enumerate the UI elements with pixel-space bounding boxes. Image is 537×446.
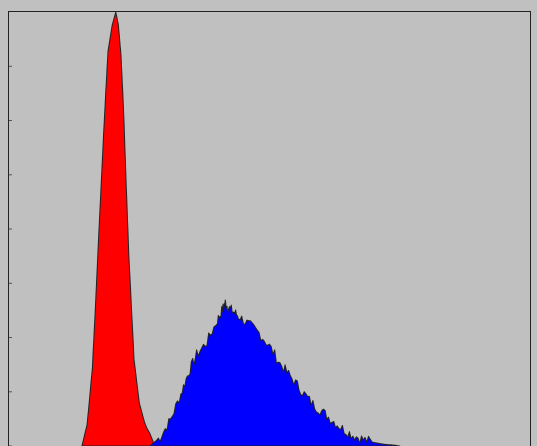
series-layer <box>81 11 401 446</box>
y-tick-marks <box>9 65 12 446</box>
blue-histogram-area <box>149 299 401 446</box>
red-histogram-area <box>81 11 156 446</box>
